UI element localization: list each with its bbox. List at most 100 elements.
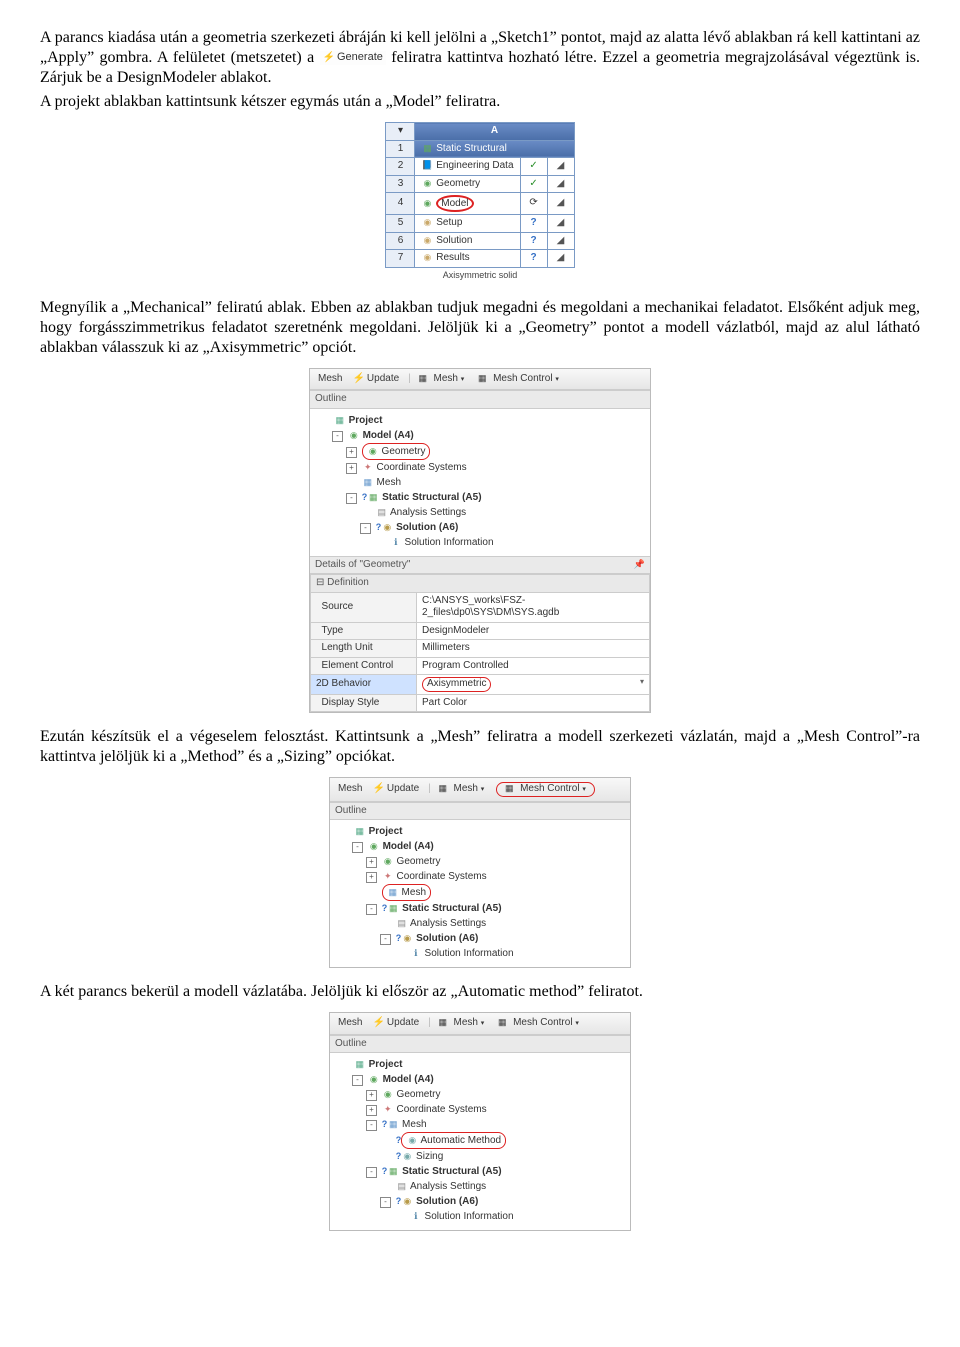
tree-expander[interactable]: + bbox=[346, 463, 357, 474]
mesh-control-button[interactable]: ▦ Mesh Control ▾ bbox=[492, 781, 601, 798]
tree-item-mesh[interactable]: Mesh bbox=[334, 884, 626, 901]
tree-item-stat[interactable]: - ? Static Structural (A5) bbox=[314, 490, 646, 505]
tree-item-model[interactable]: - Model (A4) bbox=[334, 839, 626, 854]
sch-rownum: 1 bbox=[386, 140, 415, 158]
outline-header: Outline bbox=[330, 1035, 630, 1054]
tree-item-model[interactable]: - Model (A4) bbox=[314, 428, 646, 443]
tree-item-sinfo[interactable]: Solution Information bbox=[314, 535, 646, 550]
mesh-control-button[interactable]: ▦ Mesh Control ▾ bbox=[492, 1016, 585, 1031]
stat-icon bbox=[367, 490, 379, 505]
tree-expander[interactable]: + bbox=[366, 1090, 377, 1101]
sch-status-icon: ? bbox=[520, 250, 547, 268]
tree-item-siz[interactable]: ? Sizing bbox=[334, 1149, 626, 1164]
tree-item-geom[interactable]: + Geometry bbox=[334, 854, 626, 869]
tree-item-coord[interactable]: + Coordinate Systems bbox=[334, 869, 626, 884]
tree-item-stat[interactable]: - ? Static Structural (A5) bbox=[334, 901, 626, 916]
sch-cell[interactable]: Solution bbox=[415, 232, 520, 250]
pin-icon[interactable]: 📌 bbox=[634, 559, 645, 570]
mesh-control-icon: ▦ bbox=[476, 373, 488, 384]
sch-rownum: 7 bbox=[386, 250, 415, 268]
sch-cell[interactable]: Model bbox=[415, 193, 520, 215]
tree-item-mesh[interactable]: - ? Mesh bbox=[334, 1117, 626, 1132]
update-button[interactable]: ⚡Update bbox=[368, 782, 423, 797]
tree-expander[interactable]: - bbox=[366, 1120, 377, 1131]
update-button[interactable]: ⚡Update bbox=[368, 1016, 423, 1031]
sch-rownum: 2 bbox=[386, 158, 415, 176]
tree-item-coord[interactable]: + Coordinate Systems bbox=[314, 460, 646, 475]
sch-status-icon: ✓ bbox=[520, 175, 547, 193]
detail-key: Element Control bbox=[311, 657, 417, 675]
details-panel: Details of "Geometry"📌⊟ Definition Sourc… bbox=[310, 556, 650, 713]
detail-key: 2D Behavior bbox=[311, 675, 417, 695]
mesh-menu-button[interactable]: ▦ Mesh ▾ bbox=[433, 782, 491, 797]
tree-expander[interactable]: - bbox=[346, 493, 357, 504]
mech3-figure: Mesh⚡Update|▦ Mesh ▾▦ Mesh Control ▾Outl… bbox=[40, 1012, 920, 1231]
sch-cell[interactable]: Results bbox=[415, 250, 520, 268]
tree-expander[interactable]: + bbox=[346, 447, 357, 458]
tree-item-sinfo[interactable]: Solution Information bbox=[334, 1209, 626, 1224]
sch-cell[interactable]: Setup bbox=[415, 215, 520, 233]
tree-item-geom[interactable]: + Geometry bbox=[314, 443, 646, 460]
tree-item-coord[interactable]: + Coordinate Systems bbox=[334, 1102, 626, 1117]
soln-icon bbox=[381, 520, 393, 535]
paragraph-4: A két parancs bekerül a modell vázlatába… bbox=[40, 982, 920, 1002]
paragraph-1: A parancs kiadása után a geometria szerk… bbox=[40, 28, 920, 88]
toolbar: Mesh⚡Update|▦ Mesh ▾▦ Mesh Control ▾ bbox=[330, 778, 630, 802]
anset-icon bbox=[376, 505, 388, 520]
detail-value[interactable]: Axisymmetric ▾ bbox=[417, 675, 650, 695]
mesh-menu-button[interactable]: ▦ Mesh ▾ bbox=[413, 372, 471, 387]
tree-item-am[interactable]: ? Automatic Method bbox=[334, 1132, 626, 1149]
sinfo-icon bbox=[410, 946, 422, 961]
sch-cell[interactable]: Geometry bbox=[415, 175, 520, 193]
tree-item-proj[interactable]: Project bbox=[314, 413, 646, 428]
tree-expander[interactable]: - bbox=[352, 1075, 363, 1086]
tree-item-model[interactable]: - Model (A4) bbox=[334, 1072, 626, 1087]
tree-expander[interactable]: - bbox=[332, 431, 343, 442]
anset-icon bbox=[396, 916, 408, 931]
tree-expander[interactable]: + bbox=[366, 857, 377, 868]
tree-item-proj[interactable]: Project bbox=[334, 824, 626, 839]
tree-item-proj[interactable]: Project bbox=[334, 1057, 626, 1072]
tree-item-stat[interactable]: - ? Static Structural (A5) bbox=[334, 1164, 626, 1179]
sch-cell[interactable]: Engineering Data bbox=[415, 158, 520, 176]
mesh-icon bbox=[387, 1117, 399, 1132]
detail-value: Part Color bbox=[417, 694, 650, 712]
mesh-label: Mesh bbox=[334, 1016, 366, 1031]
mesh-menu-button[interactable]: ▦ Mesh ▾ bbox=[433, 1016, 491, 1031]
schematic-figure: ▾A1 Static Structural2 Engineering Data✓… bbox=[40, 122, 920, 284]
mesh-icon: ▦ bbox=[437, 783, 449, 794]
tree-expander[interactable]: + bbox=[366, 1105, 377, 1116]
stat-icon bbox=[387, 1164, 399, 1179]
tree-item-mesh[interactable]: Mesh bbox=[314, 475, 646, 490]
model-icon bbox=[368, 1072, 380, 1087]
tree-expander[interactable]: - bbox=[366, 1167, 377, 1178]
tree-item-geom[interactable]: + Geometry bbox=[334, 1087, 626, 1102]
dropdown-icon[interactable]: ▾ bbox=[640, 677, 644, 687]
sch-status-icon: ? bbox=[520, 215, 547, 233]
detail-key: Type bbox=[311, 622, 417, 640]
tree-expander[interactable]: - bbox=[360, 523, 371, 534]
tree-expander[interactable]: - bbox=[380, 934, 391, 945]
tree-expander[interactable]: + bbox=[366, 872, 377, 883]
outline-header: Outline bbox=[330, 802, 630, 821]
tree-item-sinfo[interactable]: Solution Information bbox=[334, 946, 626, 961]
tree-item-soln[interactable]: - ? Solution (A6) bbox=[334, 1194, 626, 1209]
tree-item-anset[interactable]: Analysis Settings bbox=[334, 916, 626, 931]
tree-item-anset[interactable]: Analysis Settings bbox=[314, 505, 646, 520]
coord-icon bbox=[382, 1102, 394, 1117]
tree-expander[interactable]: - bbox=[352, 842, 363, 853]
tree-item-soln[interactable]: - ? Solution (A6) bbox=[314, 520, 646, 535]
proj-icon bbox=[334, 413, 346, 428]
tree-item-soln[interactable]: - ? Solution (A6) bbox=[334, 931, 626, 946]
update-button[interactable]: ⚡Update bbox=[348, 372, 403, 387]
toolbar: Mesh⚡Update|▦ Mesh ▾▦ Mesh Control ▾ bbox=[330, 1013, 630, 1035]
detail-value: Millimeters bbox=[417, 640, 650, 658]
tree-expander[interactable]: - bbox=[366, 904, 377, 915]
generate-button[interactable]: Generate bbox=[320, 51, 386, 65]
mesh-control-button[interactable]: ▦ Mesh Control ▾ bbox=[472, 372, 565, 387]
model-icon bbox=[421, 198, 433, 209]
tree-item-anset[interactable]: Analysis Settings bbox=[334, 1179, 626, 1194]
geom-icon bbox=[382, 1087, 394, 1102]
tree-expander[interactable]: - bbox=[380, 1197, 391, 1208]
soln-icon bbox=[401, 931, 413, 946]
